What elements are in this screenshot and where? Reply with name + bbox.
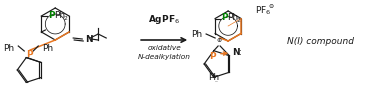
Text: P: P: [221, 13, 228, 22]
Text: Ph: Ph: [209, 74, 220, 82]
Text: oxidative: oxidative: [147, 45, 181, 51]
Text: ··: ··: [214, 79, 218, 85]
Text: N: N: [85, 34, 93, 44]
Text: AgPF$_6$: AgPF$_6$: [148, 13, 180, 26]
Text: P: P: [209, 52, 215, 60]
Text: N-dealkylation: N-dealkylation: [138, 54, 191, 60]
Text: $\ominus$: $\ominus$: [268, 2, 275, 10]
Text: 2: 2: [64, 15, 67, 20]
Text: 2: 2: [236, 18, 240, 23]
Text: Ph: Ph: [54, 10, 65, 20]
Text: PF$_6$: PF$_6$: [255, 4, 271, 17]
Text: N(I) compound: N(I) compound: [287, 36, 353, 45]
Text: P: P: [48, 10, 55, 20]
Text: Ph: Ph: [42, 44, 53, 52]
Text: Ph: Ph: [191, 29, 202, 39]
Text: Ph: Ph: [227, 13, 238, 22]
Text: N: N: [232, 47, 240, 57]
Text: Ph: Ph: [3, 44, 14, 52]
Text: :: :: [239, 47, 242, 57]
Text: P: P: [26, 50, 33, 58]
Text: ⊕: ⊕: [217, 37, 222, 42]
